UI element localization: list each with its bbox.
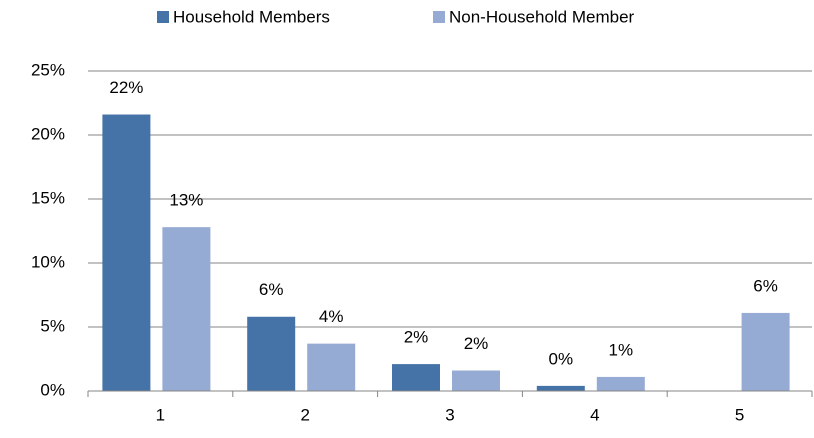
data-label: 2% (404, 328, 429, 347)
data-label: 22% (109, 78, 143, 97)
x-tick-label: 4 (590, 405, 599, 424)
legend-label: Non-Household Member (449, 7, 635, 26)
bar (102, 114, 151, 392)
x-tick-label: 2 (300, 405, 309, 424)
data-label: 13% (169, 191, 203, 210)
data-label: 6% (753, 276, 778, 295)
data-label: 4% (319, 307, 344, 326)
y-tick-label: 10% (31, 252, 65, 271)
data-label: 6% (259, 280, 284, 299)
y-tick-label: 15% (31, 188, 65, 207)
x-tick-label: 3 (445, 405, 454, 424)
legend-label: Household Members (173, 7, 330, 26)
x-tick-label: 1 (156, 405, 165, 424)
data-label: 2% (464, 334, 489, 353)
legend-swatch (157, 11, 169, 23)
y-tick-label: 20% (31, 124, 65, 143)
bar (162, 227, 211, 391)
bar (741, 312, 790, 391)
x-tick-label: 5 (735, 405, 744, 424)
bar (596, 376, 645, 391)
bar (307, 343, 356, 391)
y-tick-label: 5% (40, 316, 65, 335)
data-label: 0% (549, 349, 574, 368)
data-label: 1% (609, 340, 634, 359)
bar (392, 364, 440, 391)
bar (247, 316, 296, 391)
bar (452, 370, 500, 391)
legend-swatch (433, 11, 445, 23)
y-tick-label: 0% (40, 380, 65, 399)
y-tick-label: 25% (31, 60, 65, 79)
bar (536, 385, 585, 391)
